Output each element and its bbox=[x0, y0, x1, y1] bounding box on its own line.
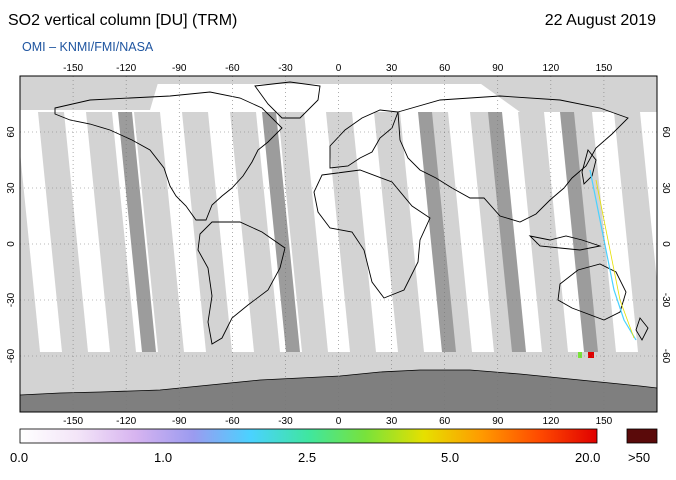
lat-tick-label: -60 bbox=[6, 348, 17, 363]
lon-tick-label: -120 bbox=[116, 63, 136, 74]
lon-tick-label: 120 bbox=[542, 63, 559, 74]
colorbar-label-0: 0.0 bbox=[10, 450, 29, 465]
lon-tick-label: -90 bbox=[172, 416, 187, 427]
lon-tick-label: -60 bbox=[225, 416, 240, 427]
lon-tick-label: -60 bbox=[225, 63, 240, 74]
swath bbox=[278, 112, 328, 352]
lon-tick-label: 150 bbox=[596, 416, 613, 427]
australia bbox=[557, 263, 627, 321]
lat-tick-label: 30 bbox=[6, 182, 17, 194]
lat-tick-label: 30 bbox=[660, 182, 671, 194]
colorbar-overflow-label: >50 bbox=[628, 450, 651, 465]
lon-tick-label: 60 bbox=[439, 63, 451, 74]
graticule bbox=[20, 76, 657, 412]
swath bbox=[134, 112, 184, 352]
lon-tick-label: 150 bbox=[596, 63, 613, 74]
lon-tick-label: -30 bbox=[278, 63, 293, 74]
asia bbox=[397, 95, 629, 223]
map-title: SO2 vertical column [DU] (TRM) bbox=[8, 12, 238, 29]
europe bbox=[329, 109, 399, 169]
new-zealand bbox=[635, 317, 649, 341]
africa bbox=[313, 169, 431, 299]
lon-tick-label: -30 bbox=[278, 416, 293, 427]
map-frame bbox=[19, 75, 658, 413]
swath bbox=[230, 112, 280, 352]
lon-tick-label: 60 bbox=[439, 416, 451, 427]
swath bbox=[182, 112, 232, 352]
so2-signal bbox=[578, 169, 637, 358]
swath-gap bbox=[118, 112, 156, 352]
colorbar-label-4: 20.0 bbox=[575, 450, 601, 465]
swath bbox=[614, 112, 657, 352]
lat-tick-label: 0 bbox=[660, 241, 671, 247]
greenland bbox=[254, 81, 321, 119]
lat-tick-label: 60 bbox=[6, 126, 17, 138]
latitude-ticks-left: 60 30 0 -30 -60 bbox=[6, 126, 17, 363]
swath bbox=[20, 152, 40, 352]
lon-tick-label: 90 bbox=[492, 416, 504, 427]
japan bbox=[581, 149, 597, 185]
longitude-ticks-bottom: -150 -120 -90 -60 -30 0 30 60 90 120 150 bbox=[63, 416, 613, 427]
lon-tick-label: 0 bbox=[336, 416, 342, 427]
lon-tick-label: -90 bbox=[172, 63, 187, 74]
swath bbox=[86, 112, 136, 352]
longitude-ticks-top: -150 -120 -90 -60 -30 0 30 60 90 120 150 bbox=[63, 63, 613, 74]
swath bbox=[374, 112, 424, 352]
swath-gap bbox=[262, 112, 300, 352]
swath-gap bbox=[418, 112, 456, 352]
swath bbox=[518, 112, 568, 352]
swath bbox=[38, 112, 88, 352]
lon-tick-label: 0 bbox=[336, 63, 342, 74]
colorbar bbox=[19, 428, 598, 444]
lon-tick-label: -150 bbox=[63, 63, 83, 74]
continents bbox=[54, 81, 649, 345]
lat-tick-label: 0 bbox=[6, 241, 17, 247]
lat-tick-label: -60 bbox=[660, 349, 671, 364]
colorbar-label-3: 5.0 bbox=[441, 450, 460, 465]
colorbar-overflow-swatch bbox=[626, 428, 658, 444]
lon-tick-label: -150 bbox=[63, 416, 83, 427]
colorbar-label-1: 1.0 bbox=[154, 450, 173, 465]
indonesia bbox=[528, 235, 602, 251]
map-date: 22 August 2019 bbox=[544, 12, 656, 29]
map-subtitle: OMI – KNMI/FMI/NASA bbox=[22, 40, 154, 54]
lat-tick-label: 60 bbox=[660, 126, 671, 138]
lon-tick-label: 90 bbox=[492, 63, 504, 74]
north-america bbox=[54, 91, 283, 221]
orbit-swaths bbox=[20, 112, 657, 352]
lon-tick-label: 30 bbox=[386, 63, 398, 74]
lat-tick-label: -30 bbox=[6, 292, 17, 307]
lon-tick-label: 120 bbox=[542, 416, 559, 427]
lon-tick-label: -120 bbox=[116, 416, 136, 427]
colorbar-label-2: 2.5 bbox=[298, 450, 317, 465]
latitude-ticks-right: 60 30 0 -30 -60 bbox=[660, 126, 671, 363]
lat-tick-label: -30 bbox=[660, 293, 671, 308]
lon-tick-label: 30 bbox=[386, 416, 398, 427]
swath-gap bbox=[560, 112, 598, 352]
south-america bbox=[197, 221, 286, 345]
